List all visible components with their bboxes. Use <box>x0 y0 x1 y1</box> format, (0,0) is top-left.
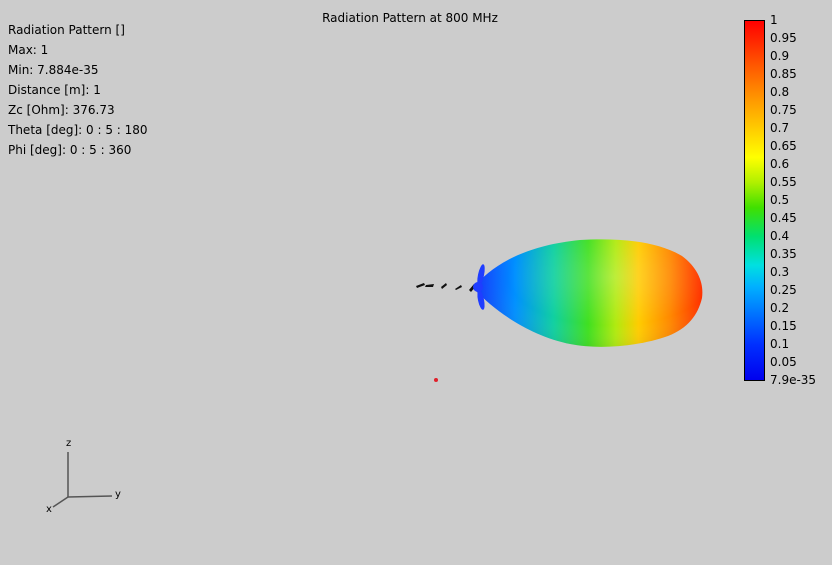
impedance-value: Zc [Ohm]: 376.73 <box>8 103 115 117</box>
axis-triad <box>52 452 113 508</box>
min-value: Min: 7.884e-35 <box>8 63 99 77</box>
colorbar-tick-label: 0.25 <box>770 283 797 297</box>
colorbar-tick-label: 0.7 <box>770 121 790 135</box>
z-axis-label: z <box>66 438 72 449</box>
plot-title: Radiation Pattern at 800 MHz <box>322 11 498 25</box>
colorbar-tick-label: 0.8 <box>770 85 790 99</box>
origin-marker <box>434 378 438 382</box>
colorbar-tick-label: 0.75 <box>770 103 797 117</box>
colorbar-tick-label: 0.85 <box>770 67 797 81</box>
x-axis-label: x <box>46 504 52 515</box>
colorbar-tick-label: 0.15 <box>770 319 797 333</box>
colorbar-tick-label: 0.95 <box>770 31 797 45</box>
colorbar-tick-label: 0.4 <box>770 229 790 243</box>
radiation-main-lobe <box>474 239 703 347</box>
side-lobes <box>473 264 485 310</box>
colorbar-tick-label: 0.2 <box>770 301 790 315</box>
colorbar-tick-label: 0.35 <box>770 247 797 261</box>
colorbar-tick-label: 0.6 <box>770 157 790 171</box>
phi-range: Phi [deg]: 0 : 5 : 360 <box>8 143 132 157</box>
colorbar-tick-label: 0.1 <box>770 337 790 351</box>
info-panel: Radiation Pattern [] Max: 1 Min: 7.884e-… <box>8 20 148 160</box>
theta-range: Theta [deg]: 0 : 5 : 180 <box>8 123 148 137</box>
y-axis-label: y <box>115 489 121 500</box>
colorbar <box>744 20 765 381</box>
colorbar-tick-label: 7.9e-35 <box>770 373 817 387</box>
colorbar-tick-label: 1 <box>770 13 778 27</box>
max-value: Max: 1 <box>8 43 49 57</box>
colorbar-tick-label: 0.45 <box>770 211 797 225</box>
colorbar-tick-label: 0.65 <box>770 139 797 153</box>
colorbar-tick-label: 0.05 <box>770 355 797 369</box>
colorbar-tick-label: 0.55 <box>770 175 797 189</box>
colorbar-tick-label: 0.5 <box>770 193 790 207</box>
distance-value: Distance [m]: 1 <box>8 83 101 97</box>
pattern-name: Radiation Pattern [] <box>8 23 125 37</box>
colorbar-tick-label: 0.3 <box>770 265 790 279</box>
colorbar-tick-label: 0.9 <box>770 49 790 63</box>
back-lobes <box>416 283 476 292</box>
